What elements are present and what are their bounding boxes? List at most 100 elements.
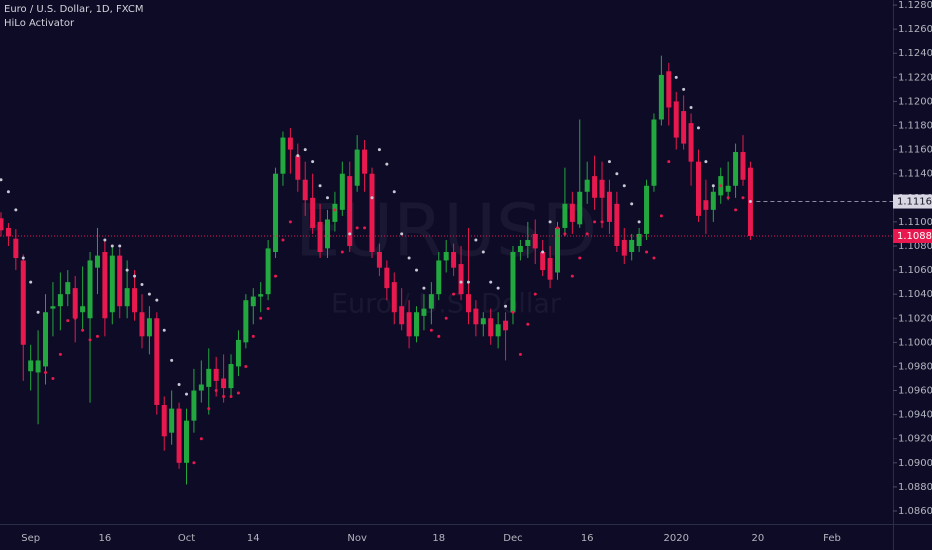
candle-body <box>606 191 612 222</box>
y-tick-label: 1.12400 <box>898 48 932 59</box>
hilo-dot <box>734 208 738 212</box>
x-tick-label: 18 <box>432 533 445 544</box>
hilo-dot <box>133 274 137 278</box>
candle-body <box>57 294 63 307</box>
hilo-dot <box>533 292 537 296</box>
hilo-dot <box>704 160 708 164</box>
candle-body <box>376 252 382 268</box>
candle-body <box>584 179 590 192</box>
candle-body <box>644 185 650 234</box>
hilo-dot <box>452 292 456 296</box>
hilo-dot <box>622 184 626 188</box>
x-tick-label: Dec <box>503 533 522 544</box>
candle-body <box>339 173 345 210</box>
y-tick-label: 1.12600 <box>898 24 932 35</box>
candle-body <box>228 364 234 389</box>
y-tick-label: 1.08800 <box>898 482 932 493</box>
hilo-dot <box>340 250 344 254</box>
candle-body <box>310 197 316 228</box>
hilo-dot <box>222 395 226 399</box>
hilo-dot <box>496 286 500 290</box>
y-tick-label: 1.12000 <box>898 96 932 107</box>
candle-body <box>302 179 308 201</box>
x-tick-label: 20 <box>751 533 764 544</box>
y-tick-label: 1.09000 <box>898 458 932 469</box>
candle-body <box>139 312 145 337</box>
hilo-dot <box>674 75 678 79</box>
candle-body <box>569 203 575 222</box>
candle-body <box>503 320 509 331</box>
candle-body <box>673 101 679 138</box>
hilo-dot <box>155 298 159 302</box>
chart-title: Euro / U.S. Dollar, 1D, FXCM <box>4 4 143 15</box>
hilo-dot <box>296 154 300 158</box>
candle-body <box>280 137 286 174</box>
hilo-dot <box>14 208 18 212</box>
candle-body <box>629 239 635 253</box>
candle-body <box>102 252 108 319</box>
hilo-dot <box>385 162 389 166</box>
candle-body <box>295 155 301 180</box>
hilo-dot <box>518 352 522 356</box>
hilo-dot <box>585 232 589 236</box>
hilo-dot <box>370 196 374 200</box>
candle-body <box>94 255 100 268</box>
candle-body <box>525 239 531 246</box>
hilo-dot <box>36 310 40 314</box>
candle-body <box>547 258 553 280</box>
candle-body <box>87 260 93 319</box>
hilo-dot <box>303 148 307 152</box>
hilo-dot <box>659 214 663 218</box>
hilo-dot <box>466 280 470 284</box>
hilo-dot <box>415 268 419 272</box>
candle-body <box>651 119 657 186</box>
hilo-dot <box>726 196 730 200</box>
candle-body <box>421 308 427 316</box>
candle-body <box>0 218 4 231</box>
hilo-dot <box>185 392 188 396</box>
hilo-dot <box>615 172 619 176</box>
hilo-dot <box>400 232 404 236</box>
candle-body <box>391 282 397 313</box>
hilo-dot <box>593 220 597 224</box>
close-price-tag <box>893 228 932 243</box>
candle-body <box>206 368 212 387</box>
hilo-dot <box>429 328 433 332</box>
candle-body <box>287 137 293 150</box>
hilo-dot <box>696 126 700 130</box>
hilo-dot <box>637 220 641 224</box>
candle-body <box>436 260 442 295</box>
candle-body <box>428 294 434 309</box>
hilo-dot <box>489 280 493 284</box>
x-tick-label: Oct <box>178 533 195 544</box>
candle-body <box>43 312 49 367</box>
candle-body <box>658 74 664 120</box>
candle-body <box>324 219 330 249</box>
candle-body <box>562 203 568 228</box>
x-tick-label: 16 <box>99 533 112 544</box>
hilo-price-label: 1.11169 <box>897 197 932 208</box>
candle-body <box>414 312 420 337</box>
hilo-dot <box>281 238 285 242</box>
candle-body <box>725 185 731 192</box>
candle-body <box>28 360 34 372</box>
hilo-dot <box>81 328 85 332</box>
hilo-dot <box>459 280 463 284</box>
candle-body <box>488 318 494 337</box>
y-tick-label: 1.09200 <box>898 434 932 445</box>
hilo-dot <box>229 395 233 399</box>
hilo-dot <box>259 316 263 320</box>
hilo-dot <box>214 389 218 393</box>
y-tick-label: 1.10600 <box>898 265 932 276</box>
hilo-dot <box>667 160 671 164</box>
candle-body <box>681 111 687 144</box>
candle-body <box>273 173 279 253</box>
y-tick-label: 1.10400 <box>898 289 932 300</box>
x-tick-label: 14 <box>247 533 260 544</box>
hilo-dot <box>199 437 203 441</box>
close-price-label: 1.10883 <box>897 231 932 242</box>
hilo-dot <box>407 256 411 260</box>
candle-body <box>109 255 115 313</box>
hilo-dot <box>207 407 211 411</box>
